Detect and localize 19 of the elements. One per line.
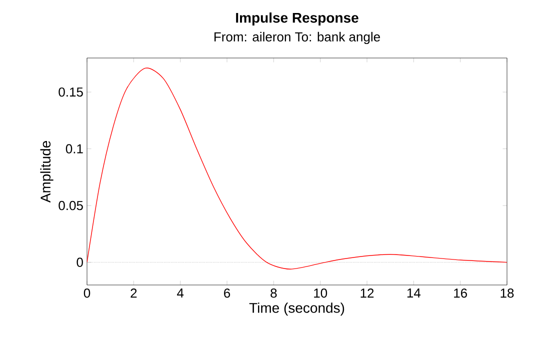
x-axis-title: Time (seconds)	[249, 302, 344, 316]
y-tick-label: 0.1	[66, 144, 83, 154]
chart-title: Impulse Response	[236, 12, 358, 26]
x-tick-label: 6	[224, 288, 230, 298]
y-tick-label: 0.05	[58, 200, 83, 210]
x-tick-label: 2	[130, 288, 137, 298]
chart-subtitle: From: aileron To: bank angle	[214, 32, 380, 44]
x-tick-label: 12	[360, 288, 374, 298]
x-tick-label: 8	[270, 288, 277, 298]
y-axis-title: Amplitude	[40, 140, 54, 203]
x-tick-label: 10	[314, 288, 328, 298]
x-tick-label: 16	[454, 288, 467, 298]
y-tick-label: 0.15	[58, 87, 83, 97]
line-series	[87, 68, 507, 270]
x-tick-label: 14	[407, 288, 421, 298]
y-tick-label: 0	[76, 258, 83, 267]
x-tick-label: 4	[177, 288, 184, 298]
x-tick-label: 18	[500, 288, 514, 298]
x-tick-label: 0	[84, 288, 90, 298]
